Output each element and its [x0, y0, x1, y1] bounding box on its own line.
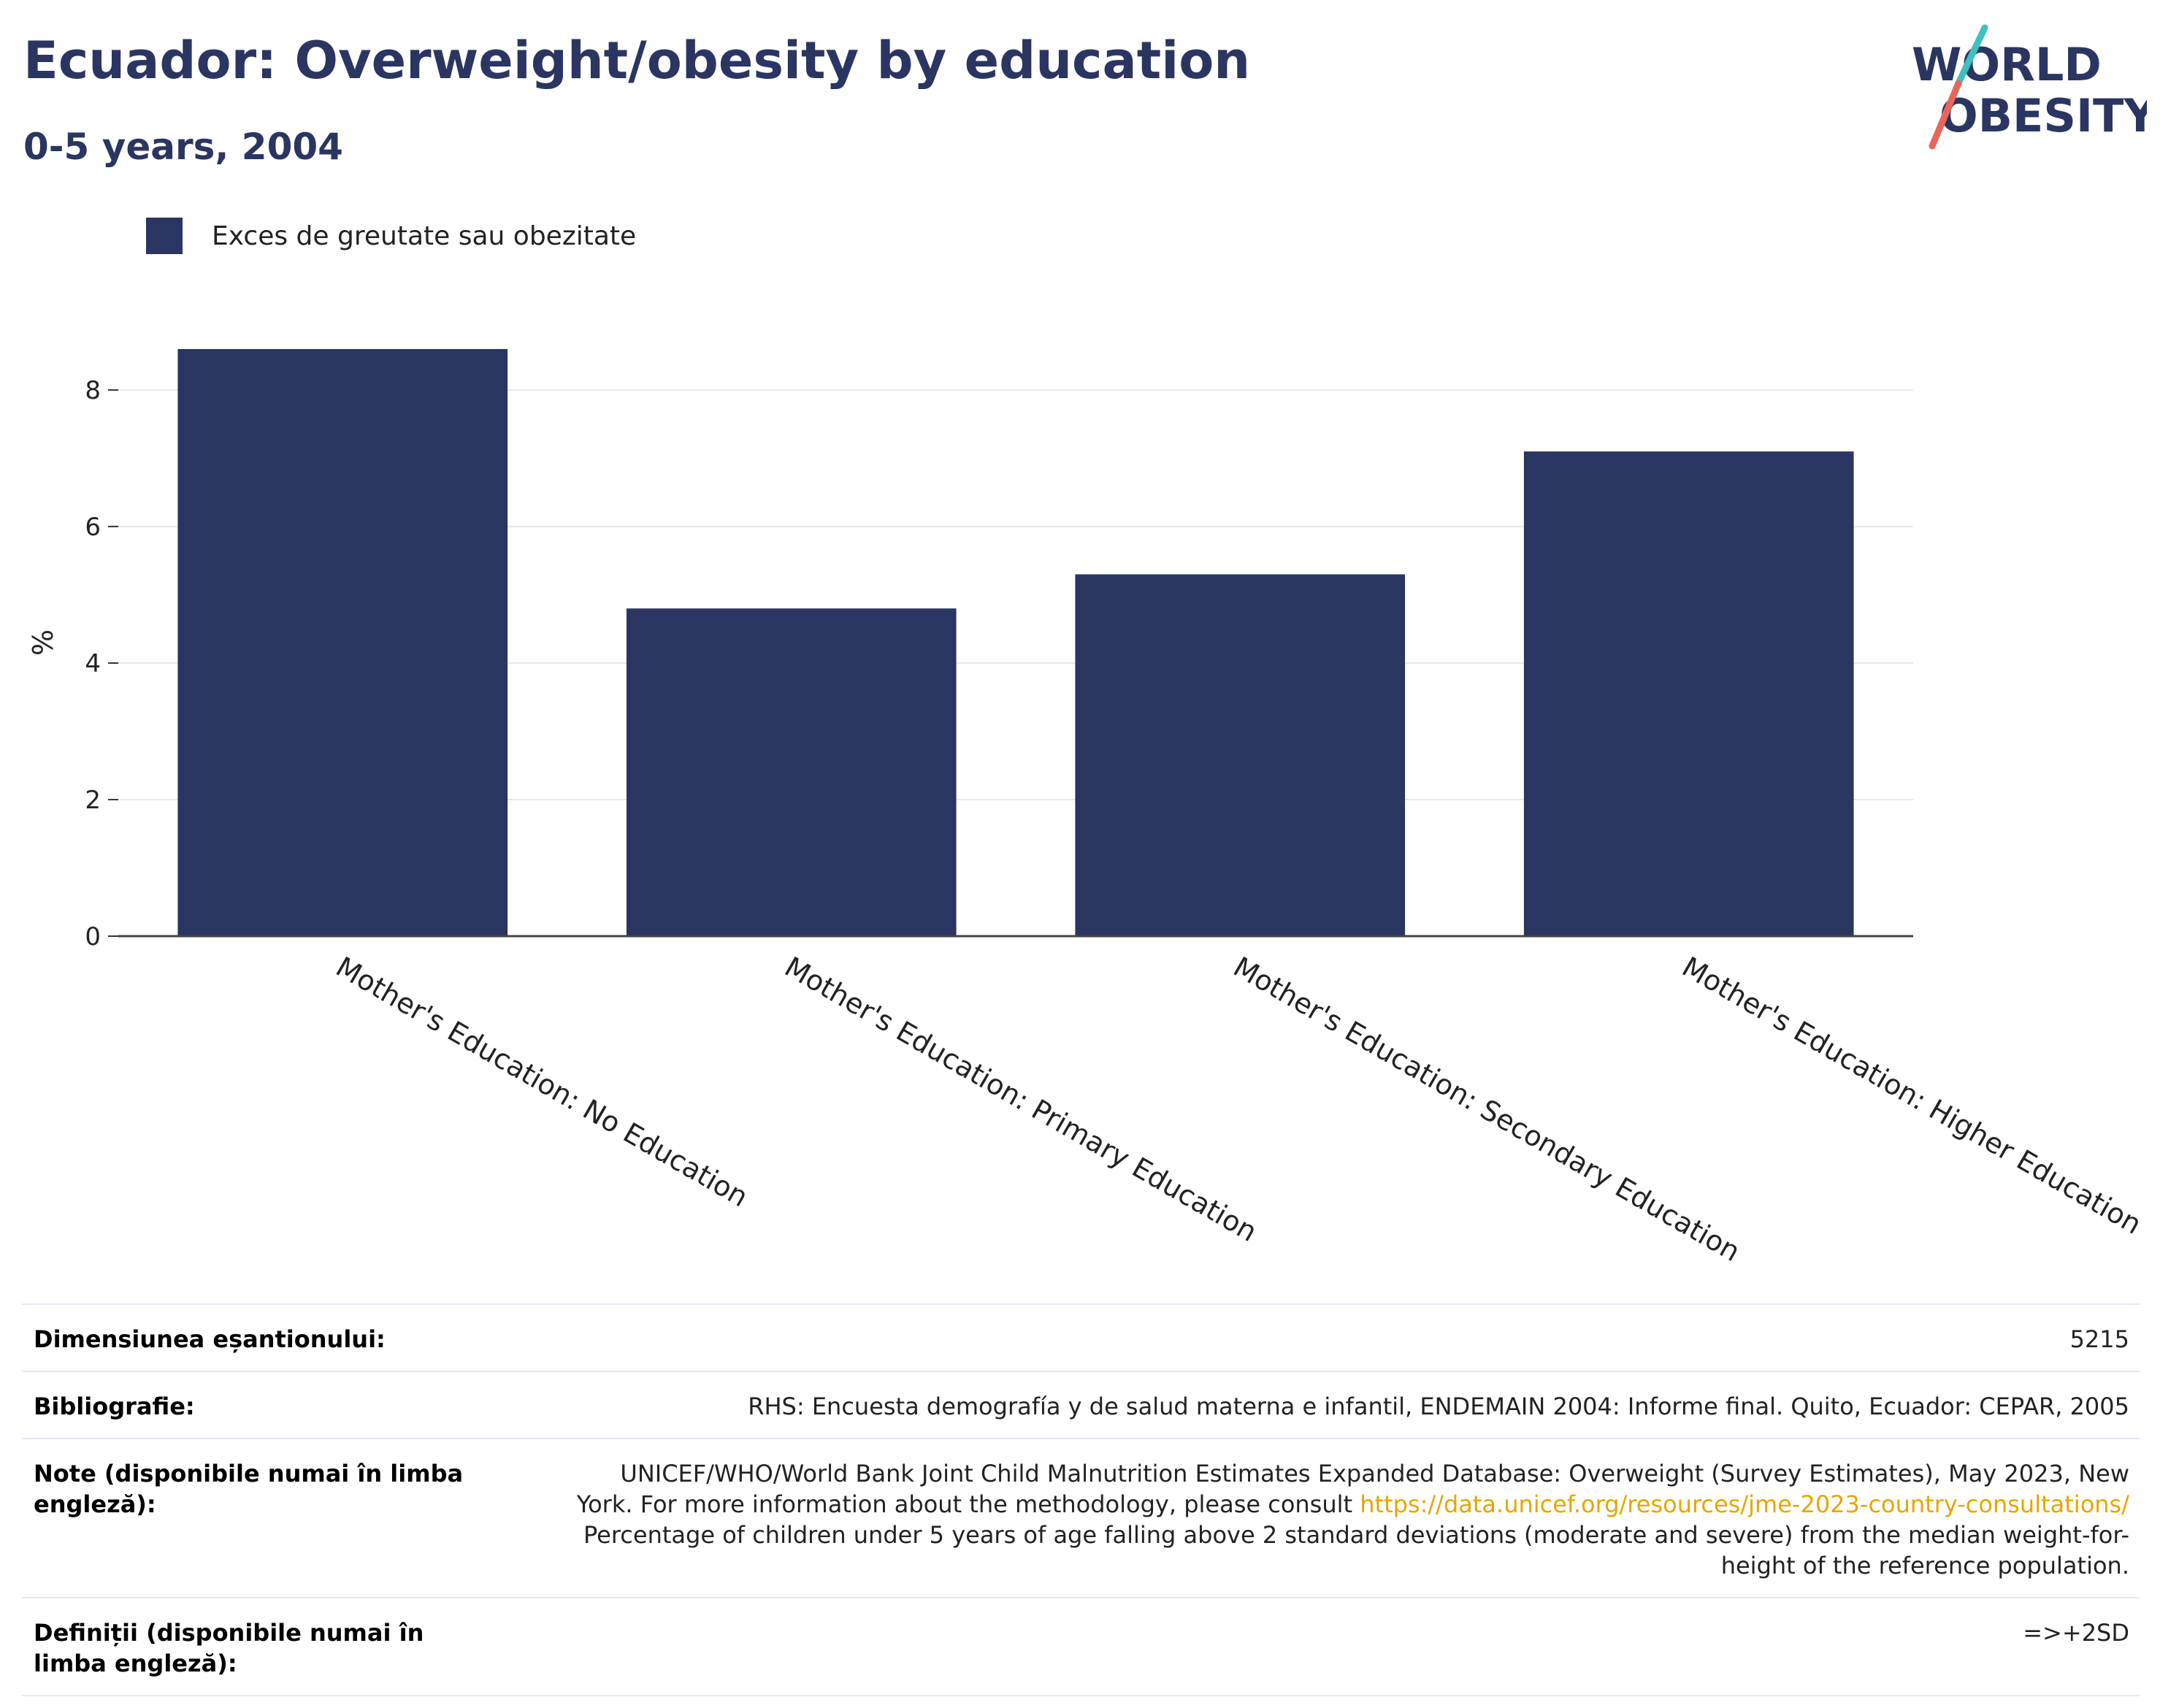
chart-subtitle: 0-5 years, 2004	[23, 126, 343, 168]
notes-definition-text: Percentage of children under 5 years of …	[583, 1521, 2129, 1579]
y-tick-label: 6	[85, 513, 101, 542]
bibliography-value: RHS: Encuesta demografía y de salud mate…	[748, 1393, 2129, 1420]
svg-text:WORLD: WORLD	[1912, 38, 2102, 91]
bar	[626, 608, 957, 936]
info-table: Dimensiunea eșantionului: 5215 Bibliogra…	[22, 1303, 2140, 1696]
world-obesity-logo: WORLD OBESITY	[1912, 24, 2147, 150]
info-row-notes: Note (disponibile numai în limba engleză…	[22, 1439, 2140, 1598]
info-row-bibliography: Bibliografie: RHS: Encuesta demografía y…	[22, 1372, 2140, 1439]
notes-link[interactable]: https://data.unicef.org/resources/jme-20…	[1360, 1490, 2129, 1518]
svg-text:OBESITY: OBESITY	[1939, 89, 2147, 142]
x-tick-label: Mother's Education: Secondary Education	[1228, 951, 1746, 1268]
y-tick-label: 4	[85, 649, 101, 678]
y-tick-label: 0	[85, 922, 101, 951]
legend-label: Exces de greutate sau obezitate	[212, 221, 637, 251]
definitions-label: Definiții (disponibile numai în limba en…	[34, 1619, 424, 1677]
info-row-sample: Dimensiunea eșantionului: 5215	[22, 1305, 2140, 1372]
notes-value: UNICEF/WHO/World Bank Joint Child Malnut…	[545, 1458, 2129, 1581]
chart-title: Ecuador: Overweight/obesity by education	[23, 31, 1251, 91]
bar	[177, 349, 508, 936]
bar	[1523, 451, 1854, 936]
x-tick-label: Mother's Education: Higher Education	[1677, 951, 2147, 1241]
sample-size-value: 5215	[2069, 1325, 2129, 1353]
notes-text: UNICEF/WHO/World Bank Joint Child Malnut…	[576, 1460, 2129, 1518]
bar	[1075, 574, 1406, 936]
y-axis-label: %	[27, 629, 59, 656]
notes-label: Note (disponibile numai în limba engleză…	[34, 1460, 464, 1518]
x-tick-label: Mother's Education: No Education	[331, 951, 754, 1214]
y-tick-label: 2	[85, 786, 101, 815]
info-row-definitions: Definiții (disponibile numai în limba en…	[22, 1598, 2140, 1696]
y-tick-label: 8	[85, 376, 101, 405]
definitions-value: =>+2SD	[2023, 1619, 2129, 1647]
legend-swatch	[146, 218, 183, 254]
sample-size-label: Dimensiunea eșantionului:	[34, 1325, 386, 1353]
legend: Exces de greutate sau obezitate	[146, 218, 636, 254]
bibliography-label: Bibliografie:	[34, 1393, 195, 1420]
x-tick-label: Mother's Education: Primary Education	[779, 951, 1263, 1248]
